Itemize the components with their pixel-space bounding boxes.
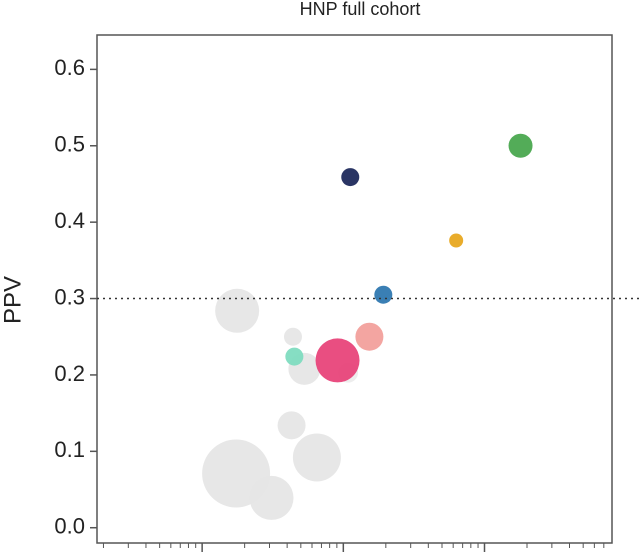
y-tick-label: 0.4 <box>54 208 85 233</box>
y-tick-label: 0.0 <box>54 514 85 539</box>
y-tick-label: 0.1 <box>54 437 85 462</box>
bubble <box>374 285 393 304</box>
bubble <box>292 433 341 482</box>
bubble <box>341 168 360 187</box>
bubble <box>215 288 260 333</box>
plot-frame <box>96 34 613 544</box>
bubble <box>355 322 384 351</box>
bubble <box>249 475 294 520</box>
bubble <box>449 233 464 248</box>
bubble <box>315 338 360 383</box>
bubble <box>283 327 302 346</box>
y-tick-label: 0.5 <box>54 132 85 157</box>
bubble <box>285 347 304 366</box>
y-tick-label: 0.6 <box>54 55 85 80</box>
y-tick-label: 0.2 <box>54 361 85 386</box>
y-axis-label: PPV <box>0 276 26 324</box>
chart-title: HNP full cohort <box>300 0 421 19</box>
bubble <box>508 133 533 158</box>
y-tick-label: 0.3 <box>54 284 85 309</box>
bubble <box>277 411 306 440</box>
